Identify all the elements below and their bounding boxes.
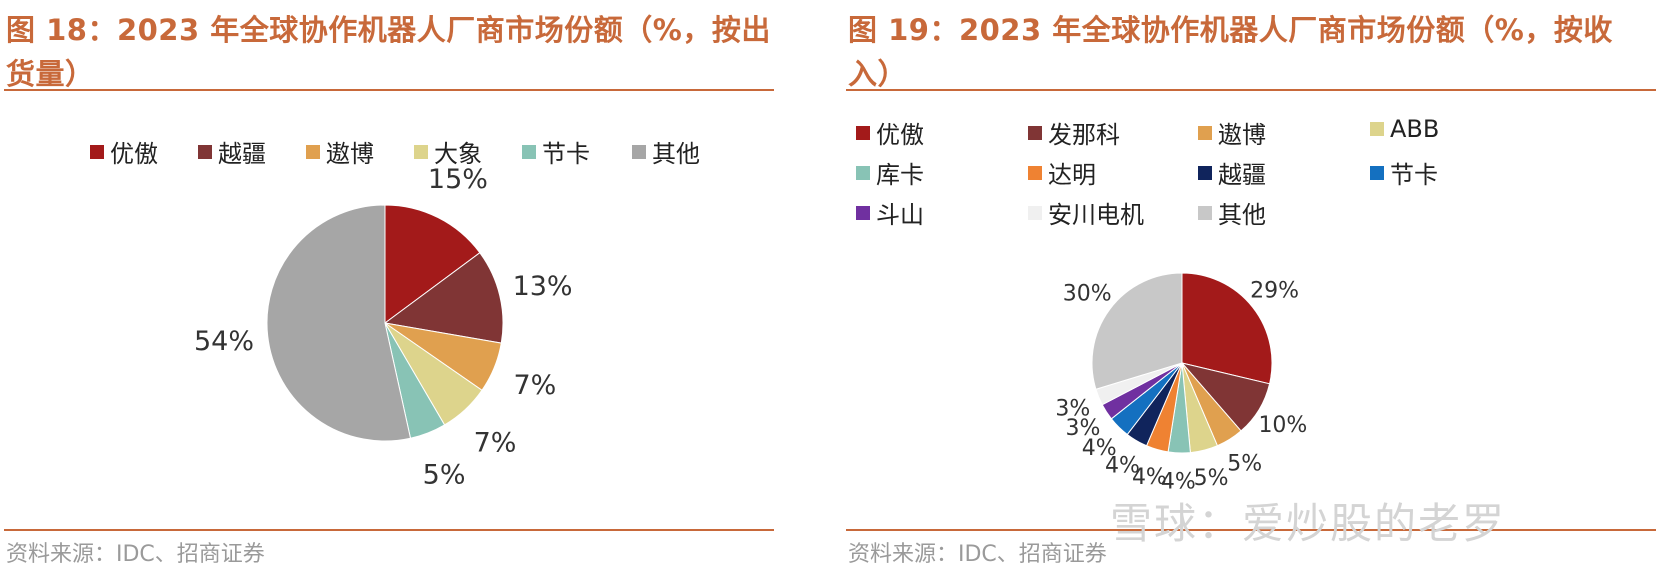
pie-slice-其他: [266, 204, 412, 442]
legend-item: 安川电机: [1028, 195, 1144, 230]
legend-label: 大象: [434, 140, 482, 168]
data-label: 15%: [428, 164, 488, 195]
legend-swatch: [1370, 165, 1384, 180]
data-label: 29%: [1250, 279, 1299, 304]
legend-label: 斗山: [876, 201, 924, 229]
legend-item: 其他: [632, 134, 700, 169]
legend-item: 大象: [414, 134, 482, 169]
legend-swatch: [306, 144, 320, 159]
legend-label: 越疆: [218, 140, 266, 168]
legend-label: 达明: [1048, 161, 1096, 189]
legend-item: 优傲: [90, 134, 158, 169]
data-label: 7%: [474, 427, 517, 458]
legend-item: 越疆: [1198, 155, 1266, 190]
source-divider: [846, 529, 1656, 531]
chart-title: 图 18：2023 年全球协作机器人厂商市场份额（%，按出货量）: [6, 13, 771, 91]
legend-label: 安川电机: [1048, 201, 1144, 229]
legend-item: 发那科: [1028, 115, 1120, 150]
legend-label: 优傲: [110, 140, 158, 168]
legend-swatch: [1198, 165, 1212, 180]
legend-swatch: [1198, 205, 1212, 220]
legend-item: 遨博: [306, 134, 374, 169]
data-label: 13%: [513, 271, 573, 302]
legend-item: 节卡: [1370, 155, 1438, 190]
pie-slice-优傲: [1181, 272, 1273, 385]
data-label: 54%: [194, 326, 254, 357]
legend-label: 越疆: [1218, 161, 1266, 189]
legend-item: 优傲: [856, 115, 924, 150]
data-label: 30%: [1063, 282, 1112, 307]
chart-panel-revenue: 图 19：2023 年全球协作机器人厂商市场份额（%，按收入） 优傲 发那科 遨博 A…: [842, 0, 1659, 572]
legend-item: 节卡: [522, 134, 590, 169]
legend-label: 其他: [1218, 201, 1266, 229]
pie-chart-revenue: 29%10%5%5%4%4%4%4%3%3%30%: [1055, 272, 1307, 495]
pie-slice-越疆: [383, 252, 504, 344]
source-note: 资料来源：IDC、招商证券: [6, 542, 265, 567]
data-label: 4%: [1082, 436, 1117, 461]
data-label: 5%: [423, 459, 466, 490]
legend-swatch: [90, 144, 104, 159]
legend-label: 其他: [652, 140, 700, 168]
data-label: 4%: [1132, 465, 1167, 490]
legend-swatch: [198, 144, 212, 159]
legend-swatch: [414, 144, 428, 159]
data-label: 3%: [1066, 416, 1101, 441]
chart-title: 图 19：2023 年全球协作机器人厂商市场份额（%，按收入）: [848, 13, 1613, 91]
legend-swatch: [1198, 125, 1212, 140]
legend-label: 遨博: [1218, 121, 1266, 149]
legend-label: 发那科: [1048, 121, 1120, 149]
pie-slice-其他: [1091, 272, 1183, 390]
legend-swatch: [522, 144, 536, 159]
source-divider: [4, 529, 774, 531]
legend-swatch: [632, 144, 646, 159]
legend-label: 库卡: [876, 161, 924, 189]
legend-item: 越疆: [198, 134, 266, 169]
legend-item: 斗山: [856, 195, 924, 230]
data-label: 5%: [1227, 452, 1262, 477]
legend-swatch: [856, 125, 870, 140]
data-label: 4%: [1161, 470, 1196, 495]
data-label: 4%: [1105, 454, 1140, 479]
legend-item: 库卡: [856, 155, 924, 190]
legend-swatch: [1370, 122, 1384, 136]
data-label: 3%: [1055, 396, 1090, 421]
title-divider: [846, 89, 1656, 91]
legend-swatch: [856, 165, 870, 180]
pie-chart-shipments: 15% 13% 7% 7% 5% 54%: [194, 164, 573, 490]
legend-item: ABB: [1370, 115, 1439, 143]
legend-label: ABB: [1390, 115, 1440, 143]
title-divider: [4, 89, 774, 91]
legend-swatch: [1028, 125, 1042, 140]
legend-item: 达明: [1028, 155, 1096, 190]
source-note: 资料来源：IDC、招商证券: [848, 542, 1107, 567]
pie-slice-优傲: [384, 204, 481, 324]
legend-label: 优傲: [876, 121, 924, 149]
legend-label: 节卡: [1390, 161, 1438, 189]
chart-panel-shipments: 图 18：2023 年全球协作机器人厂商市场份额（%，按出货量） 优傲 越疆 遨博 大…: [0, 0, 780, 572]
legend-label: 遨博: [326, 140, 374, 168]
legend-swatch: [856, 205, 870, 220]
legend-swatch: [1028, 165, 1042, 180]
legend-item: 其他: [1198, 195, 1266, 230]
data-label: 5%: [1194, 466, 1229, 491]
data-label: 10%: [1258, 413, 1307, 438]
watermark: 雪球：爱炒股的老罗: [1110, 499, 1507, 548]
legend-swatch: [1028, 205, 1042, 220]
data-label: 7%: [513, 370, 556, 401]
legend-label: 节卡: [542, 140, 590, 168]
legend-item: 遨博: [1198, 115, 1266, 150]
